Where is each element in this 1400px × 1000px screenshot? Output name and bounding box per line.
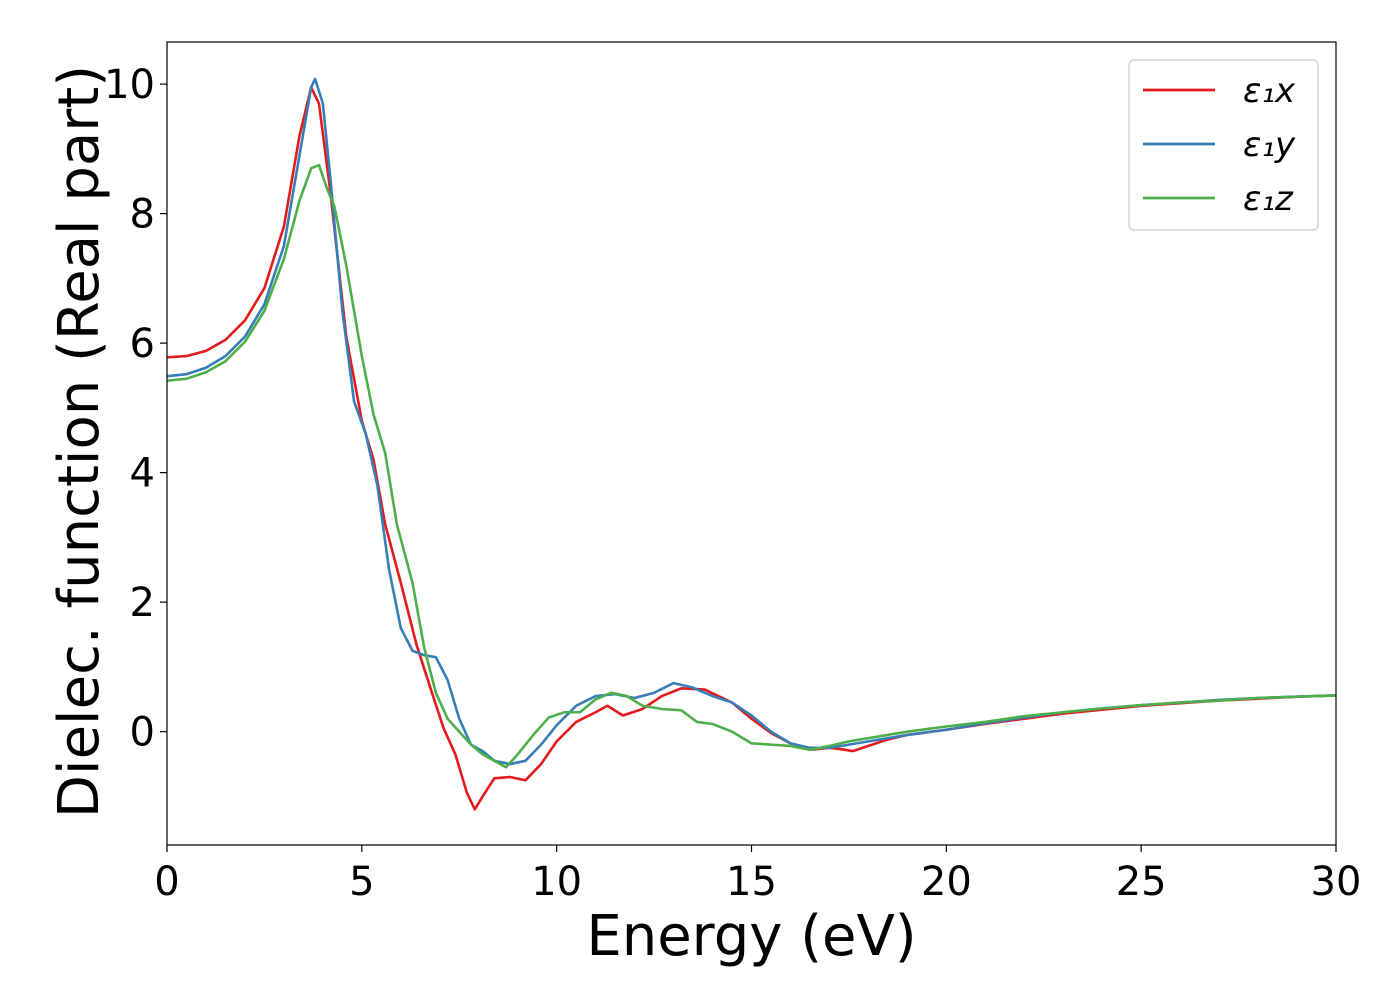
plot-area [167, 77, 1336, 811]
legend-label-1: ε₁y [1243, 125, 1296, 165]
y-axis-title: Dielec. function (Real part) [47, 65, 112, 818]
legend-label-2: ε₁z [1243, 179, 1294, 219]
y-tick-label: 6 [130, 321, 155, 367]
x-tick-label: 5 [349, 859, 374, 905]
legend: ε₁x ε₁y ε₁z [1128, 59, 1319, 231]
y-tick-label: 4 [130, 451, 155, 497]
x-tick-label: 15 [726, 859, 777, 905]
x-axis: 0 5 10 15 20 25 30 [154, 845, 1361, 905]
x-tick-label: 25 [1116, 859, 1167, 905]
x-tick-label: 20 [921, 859, 972, 905]
y-tick-label: 10 [104, 62, 155, 108]
legend-label-0: ε₁x [1243, 71, 1296, 111]
y-axis: 0 2 4 6 8 10 [104, 62, 167, 756]
x-tick-label: 10 [531, 859, 582, 905]
y-tick-label: 0 [130, 710, 155, 756]
y-tick-label: 8 [130, 192, 155, 238]
x-tick-label: 0 [154, 859, 179, 905]
x-axis-title: Energy (eV) [586, 904, 916, 969]
series-line-2 [167, 163, 1336, 769]
legend-box [1128, 59, 1319, 231]
y-tick-label: 2 [130, 580, 155, 626]
series-line-1 [167, 77, 1336, 766]
x-tick-label: 30 [1311, 859, 1362, 905]
